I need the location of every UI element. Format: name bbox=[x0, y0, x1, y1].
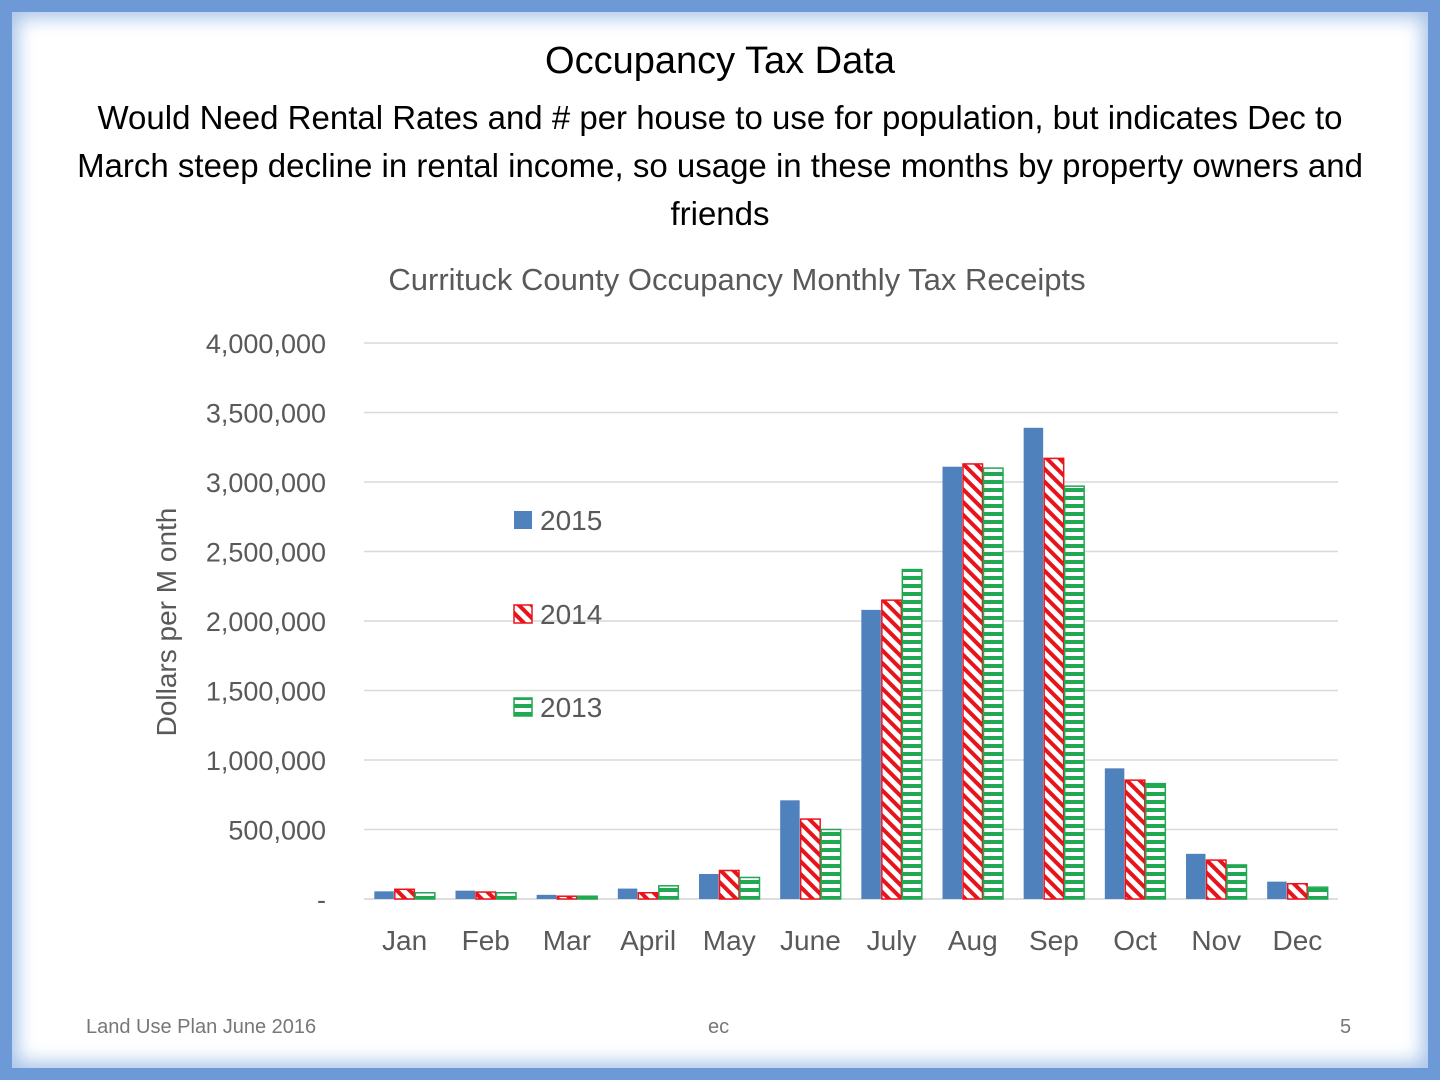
bar-2015-july bbox=[861, 609, 881, 899]
x-tick-label: Sep bbox=[1029, 925, 1079, 956]
legend: 2015 2014 2013 bbox=[513, 505, 602, 723]
bar-2015-jan bbox=[374, 891, 394, 899]
x-tick-label: July bbox=[867, 925, 917, 956]
bar-2013-jan bbox=[414, 891, 436, 900]
bar-2015-nov bbox=[1186, 853, 1206, 899]
bar-2013-oct bbox=[1145, 782, 1167, 900]
bar-2014-oct bbox=[1124, 779, 1146, 900]
y-tick-label: - bbox=[317, 885, 326, 915]
x-tick-label: June bbox=[780, 925, 841, 956]
bar-2014-june bbox=[799, 818, 821, 900]
bar-2015-sep bbox=[1023, 427, 1044, 899]
y-tick-label: 4,000,000 bbox=[206, 329, 326, 359]
bar-2014-nov bbox=[1205, 859, 1227, 900]
bar-2013-july bbox=[901, 568, 923, 900]
bar-2015-aug bbox=[942, 466, 962, 899]
bar-2014-april bbox=[637, 891, 659, 900]
bar-2014-feb bbox=[475, 891, 497, 900]
y-tick-label: 3,500,000 bbox=[206, 399, 326, 429]
y-tick-label: 2,000,000 bbox=[206, 607, 326, 637]
bar-2013-nov bbox=[1226, 864, 1248, 900]
x-tick-label: Mar bbox=[543, 925, 591, 956]
bar-2014-jan bbox=[394, 888, 416, 900]
legend-swatch-2014 bbox=[513, 604, 533, 624]
x-tick-label: April bbox=[620, 925, 676, 956]
y-tick-label: 2,500,000 bbox=[206, 538, 326, 568]
bar-2014-dec bbox=[1286, 882, 1308, 900]
x-axis-ticks: Jan Feb Mar April May June July Aug Sep Oct Nov Dec bbox=[382, 925, 1322, 956]
bar-2014-july bbox=[881, 599, 903, 900]
legend-swatch-2013 bbox=[513, 697, 533, 717]
bar-2013-aug bbox=[982, 467, 1004, 900]
bar-2013-feb bbox=[495, 891, 517, 900]
bar-2013-june bbox=[820, 828, 842, 900]
slide-title: Occupancy Tax Data bbox=[545, 40, 895, 82]
x-tick-label: Aug bbox=[948, 925, 998, 956]
bar-2014-aug bbox=[962, 463, 984, 900]
bar-2014-mar bbox=[556, 895, 578, 900]
footer-left: Land Use Plan June 2016 bbox=[86, 1016, 317, 1038]
bar-2013-may bbox=[739, 876, 761, 900]
bar-2013-mar bbox=[576, 895, 598, 900]
chart-title: Currituck County Occupancy Monthly Tax R… bbox=[388, 262, 1086, 297]
x-tick-label: Feb bbox=[462, 925, 510, 956]
bar-2015-oct bbox=[1104, 768, 1125, 899]
y-axis-label: Dollars per M onth bbox=[151, 508, 182, 737]
x-tick-label: Dec bbox=[1273, 925, 1323, 956]
bar-2013-dec bbox=[1307, 886, 1329, 900]
bar-2013-sep bbox=[1063, 485, 1085, 900]
footer-center: ec bbox=[708, 1016, 730, 1038]
legend-label-2013: 2013 bbox=[540, 692, 602, 723]
x-tick-label: Nov bbox=[1191, 925, 1241, 956]
bar-2014-sep bbox=[1043, 457, 1065, 900]
x-tick-label: May bbox=[703, 925, 756, 956]
slide-subtitle: Would Need Rental Rates and # per house … bbox=[77, 99, 1363, 232]
y-tick-label: 500,000 bbox=[228, 816, 326, 846]
legend-label-2014: 2014 bbox=[540, 599, 602, 630]
bar-2015-june bbox=[780, 800, 800, 899]
gridlines bbox=[364, 342, 1338, 900]
bar-2014-may bbox=[718, 869, 740, 900]
y-axis-ticks: - 500,000 1,000,000 1,500,000 2,000,000 2,500… bbox=[206, 329, 326, 915]
bar-2015-april bbox=[617, 888, 638, 899]
legend-label-2015: 2015 bbox=[540, 505, 602, 536]
bars bbox=[374, 427, 1329, 900]
bar-2013-april bbox=[658, 885, 680, 900]
y-tick-label: 3,000,000 bbox=[206, 468, 326, 498]
bar-2015-may bbox=[699, 873, 719, 899]
bar-2015-feb bbox=[455, 890, 475, 899]
bar-2015-mar bbox=[536, 894, 557, 899]
footer-page-number: 5 bbox=[1340, 1016, 1352, 1038]
x-tick-label: Jan bbox=[382, 925, 427, 956]
y-tick-label: 1,500,000 bbox=[206, 677, 326, 707]
y-tick-label: 1,000,000 bbox=[206, 746, 326, 776]
legend-swatch-2015 bbox=[514, 511, 532, 529]
bar-2015-dec bbox=[1267, 881, 1287, 899]
x-tick-label: Oct bbox=[1113, 925, 1157, 956]
